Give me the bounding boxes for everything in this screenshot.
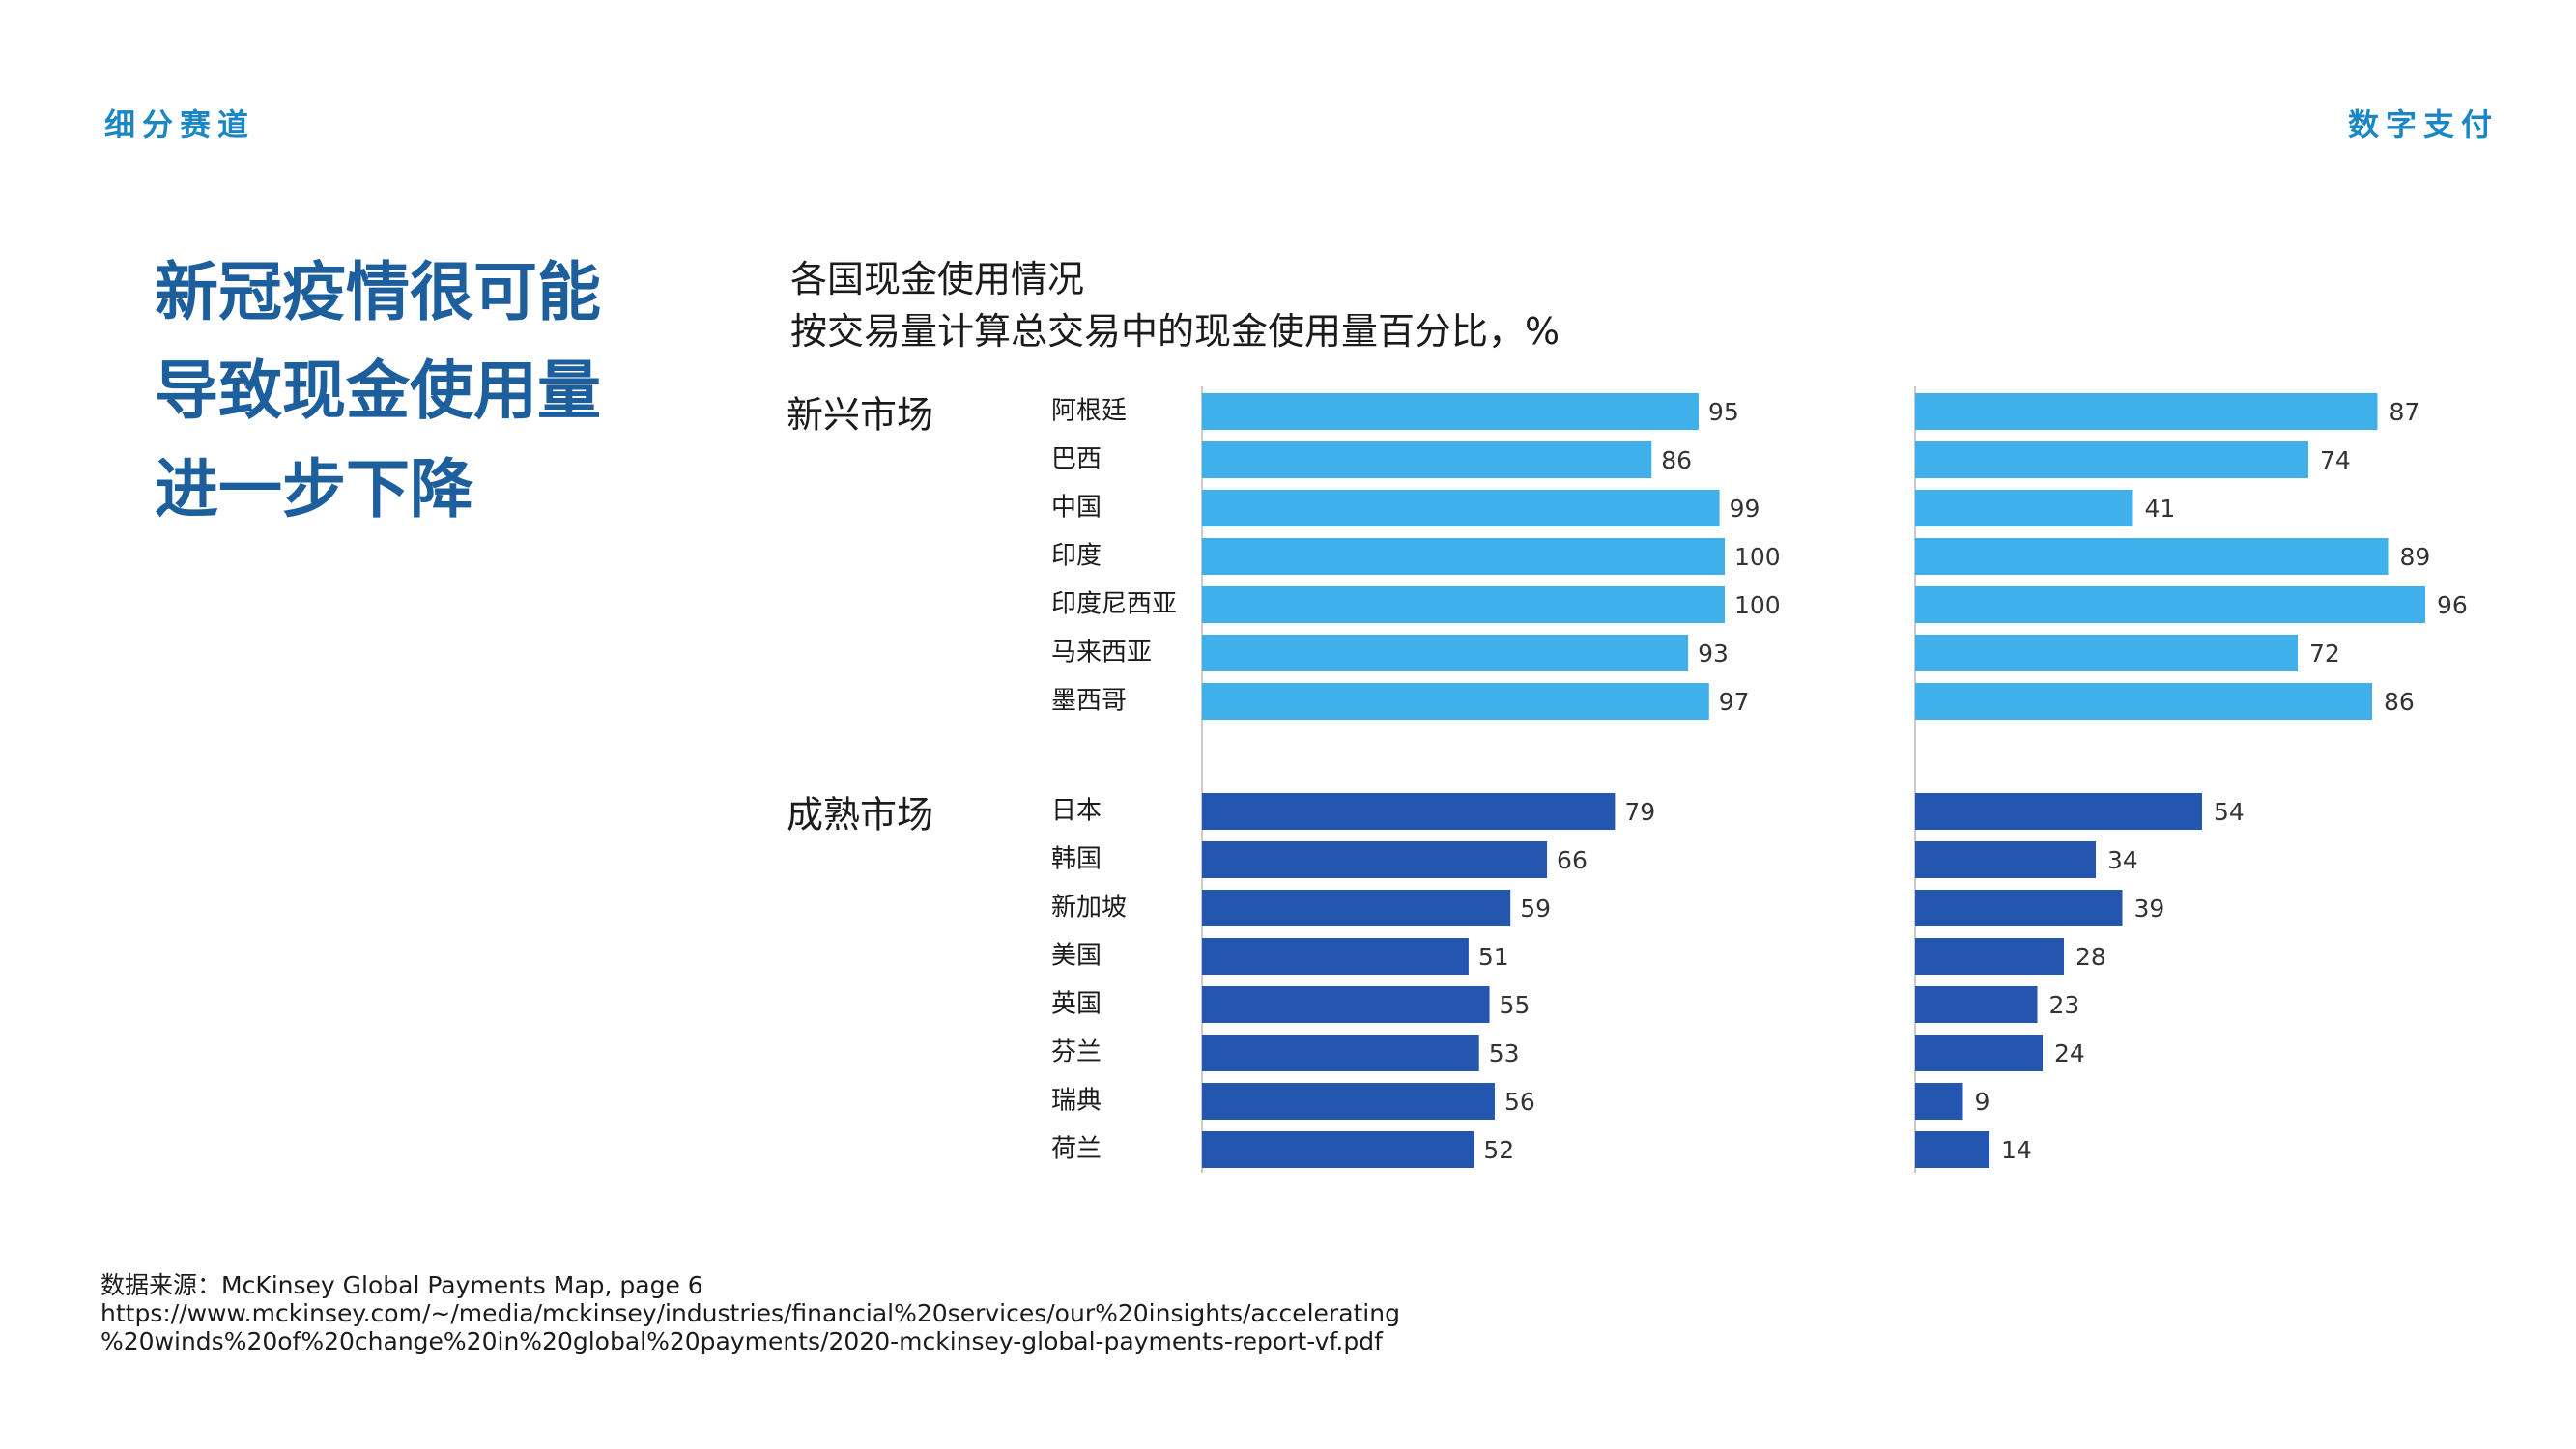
right-value-label: 86 xyxy=(2384,688,2415,716)
right-value-label: 72 xyxy=(2309,639,2340,668)
chart-title: 各国现金使用情况 xyxy=(790,258,1085,300)
footer-source: 数据来源：McKinsey Global Payments Map, page … xyxy=(100,1271,1400,1355)
category-label: 芬兰 xyxy=(1051,1038,1102,1067)
group-label-emerging: 新兴市场 xyxy=(787,394,933,437)
left-bar xyxy=(1202,1035,1479,1071)
right-value-label: 74 xyxy=(2320,446,2351,474)
chart-title-block: 各国现金使用情况 按交易量计算总交易中的现金使用量百分比，% xyxy=(790,253,1560,357)
right-value-label: 9 xyxy=(1975,1088,1990,1116)
left-bar xyxy=(1202,793,1616,830)
chart-subtitle: 按交易量计算总交易中的现金使用量百分比，% xyxy=(790,310,1560,353)
left-bar xyxy=(1202,683,1709,720)
left-bar xyxy=(1202,938,1469,975)
right-value-label: 39 xyxy=(2134,895,2165,923)
source-url-line-2: %20winds%20of%20change%20in%20global%20p… xyxy=(100,1327,1383,1355)
left-value-label: 52 xyxy=(1483,1136,1514,1164)
left-value-label: 55 xyxy=(1500,991,1531,1019)
category-label: 马来西亚 xyxy=(1051,639,1152,668)
right-value-label: 34 xyxy=(2107,846,2138,874)
left-bar xyxy=(1202,586,1725,623)
right-value-label: 96 xyxy=(2437,591,2468,619)
left-bar xyxy=(1202,393,1699,430)
category-label: 美国 xyxy=(1051,942,1102,971)
left-value-label: 66 xyxy=(1557,846,1588,874)
left-bar xyxy=(1202,538,1725,575)
category-label: 巴西 xyxy=(1051,445,1102,474)
right-bar xyxy=(1915,986,2038,1023)
right-bar xyxy=(1915,938,2064,975)
category-label: 韩国 xyxy=(1051,845,1102,874)
category-label: 日本 xyxy=(1051,797,1102,826)
left-value-label: 53 xyxy=(1489,1039,1520,1067)
right-bar xyxy=(1915,1131,1989,1168)
left-value-label: 100 xyxy=(1734,591,1781,619)
right-bar xyxy=(1915,635,2298,671)
right-value-label: 41 xyxy=(2145,495,2176,523)
right-bar xyxy=(1915,1083,1963,1120)
headline: 新冠疫情很可能 导致现金使用量 进一步下降 xyxy=(155,243,601,539)
category-label: 墨西哥 xyxy=(1051,687,1127,716)
left-bar xyxy=(1202,490,1720,526)
left-value-label: 51 xyxy=(1478,943,1509,971)
right-bar xyxy=(1915,683,2372,720)
left-value-label: 95 xyxy=(1708,398,1739,426)
right-bar xyxy=(1915,586,2425,623)
right-value-label: 24 xyxy=(2054,1039,2085,1067)
group-label-mature: 成熟市场 xyxy=(787,794,933,837)
headline-line-2: 导致现金使用量 xyxy=(155,354,601,428)
left-bar xyxy=(1202,1131,1474,1168)
category-label: 荷兰 xyxy=(1051,1135,1102,1164)
section-label: 细分赛道 xyxy=(104,106,256,143)
left-bar xyxy=(1202,841,1548,878)
source-url-line-1: https://www.mckinsey.com/~/media/mckinse… xyxy=(100,1299,1400,1327)
left-value-label: 56 xyxy=(1504,1088,1535,1116)
left-bar xyxy=(1202,441,1652,478)
right-bar xyxy=(1915,538,2389,575)
right-value-label: 28 xyxy=(2075,943,2106,971)
category-label: 印度尼西亚 xyxy=(1051,590,1177,619)
left-value-label: 93 xyxy=(1698,639,1729,668)
category-label: 英国 xyxy=(1051,990,1102,1019)
headline-line-3: 进一步下降 xyxy=(155,452,473,526)
category-label: 瑞典 xyxy=(1051,1087,1102,1116)
right-value-label: 87 xyxy=(2390,398,2420,426)
left-value-label: 100 xyxy=(1734,543,1781,571)
category-label: 阿根廷 xyxy=(1051,397,1127,426)
left-value-label: 79 xyxy=(1624,798,1655,826)
right-value-label: 23 xyxy=(2049,991,2080,1019)
right-bar xyxy=(1915,490,2133,526)
right-value-label: 14 xyxy=(2001,1136,2032,1164)
right-bar xyxy=(1915,393,2378,430)
category-label: 新加坡 xyxy=(1051,894,1127,923)
right-bar xyxy=(1915,841,2096,878)
right-value-label: 54 xyxy=(2214,798,2245,826)
right-bar xyxy=(1915,890,2123,926)
category-label: 中国 xyxy=(1051,494,1102,523)
left-value-label: 59 xyxy=(1520,895,1551,923)
left-bar xyxy=(1202,635,1689,671)
right-bar xyxy=(1915,441,2308,478)
right-bar xyxy=(1915,1035,2043,1071)
left-value-label: 97 xyxy=(1719,688,1750,716)
topic-label: 数字支付 xyxy=(2347,106,2499,143)
left-bar xyxy=(1202,890,1511,926)
source-text: 数据来源：McKinsey Global Payments Map, page … xyxy=(100,1271,703,1299)
right-bar xyxy=(1915,793,2202,830)
right-value-label: 89 xyxy=(2400,543,2431,571)
left-bar xyxy=(1202,986,1490,1023)
left-value-label: 86 xyxy=(1661,446,1692,474)
category-label: 印度 xyxy=(1051,542,1102,571)
left-value-label: 99 xyxy=(1730,495,1760,523)
headline-line-1: 新冠疫情很可能 xyxy=(155,255,601,329)
left-bar xyxy=(1202,1083,1495,1120)
